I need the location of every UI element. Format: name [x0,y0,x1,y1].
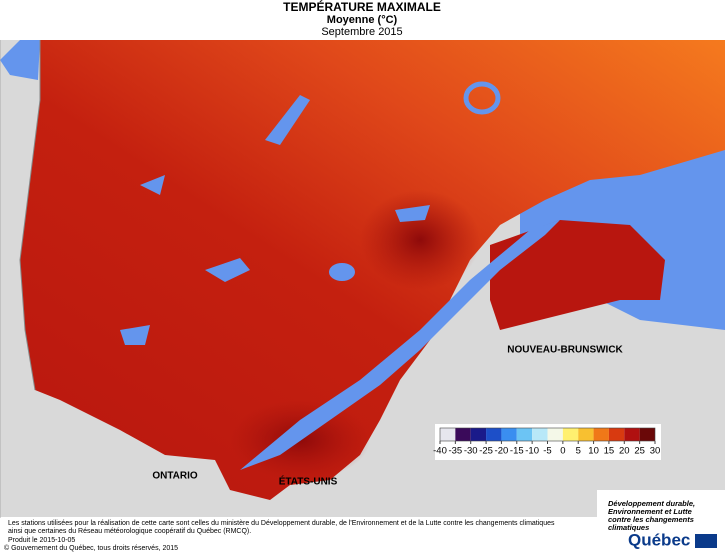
legend-color [455,428,471,441]
manicouagan [463,81,501,115]
map-label: NOUVEAU-BRUNSWICK [507,345,623,356]
logo-flag [695,534,717,548]
map: ONTARIO ÉTATS-UNIS NOUVEAU-BRUNSWICK [0,40,725,518]
legend-tick-label: -20 [495,446,509,457]
lake [140,175,165,195]
border [19,40,41,391]
logo-text: Environnement et Lutte [608,507,692,516]
legend-tick-label: -15 [510,446,524,457]
legend-color [593,428,609,441]
legend-color [639,428,655,441]
legend-tick-label: 5 [576,446,581,457]
legend-tick-label: -40 [433,446,447,457]
hot-zone [360,190,480,290]
legend-tick-label: 20 [619,446,630,457]
legend-color [532,428,548,441]
gaspesie [490,220,665,330]
produced: Produit le 2015-10-05 [8,537,75,544]
legend-color [516,428,533,441]
legend-color [624,428,640,441]
legend-tick-label: -25 [479,446,493,457]
hudson-bay [0,40,40,80]
logo: Développement durable, Environnement et … [597,490,725,552]
legend-tick-label: 10 [588,446,599,457]
footer: Les stations utilisées pour la réalisati… [4,520,555,552]
logo-text: contre les changements [608,515,694,524]
lake [120,325,150,345]
lake [205,258,250,282]
color-legend: -40 -35 -30 -25 -20 -15 -10 -5 0 5 10 15 20 25 30 [433,424,661,460]
subtitle: Moyenne (°C) [327,14,398,26]
logo-text: climatiques [608,523,649,532]
reservoir [265,95,310,145]
legend-color [562,428,579,441]
legend-color [608,428,625,441]
legend-color [547,428,563,441]
logo-text: Développement durable, [608,499,695,508]
st-lawrence [240,220,560,470]
title: TEMPÉRATURE MAXIMALE [283,0,441,14]
legend-color [486,428,502,441]
legend-tick-label: -5 [543,446,551,457]
legend-color [578,428,594,441]
copyright: © Gouvernement du Québec, tous droits ré… [4,544,178,552]
legend-color [501,428,517,441]
lac-saint-jean [329,263,355,281]
map-label: ÉTATS-UNIS [279,475,338,488]
legend-tick-label: 15 [604,446,615,457]
lake [395,205,430,222]
legend-color [470,428,487,441]
legend-tick-label: -30 [464,446,478,457]
logo-brand: Québec [628,530,690,549]
legend-tick-label: 30 [650,446,661,457]
period: Septembre 2015 [321,26,402,38]
legend-color [440,428,456,441]
legend-tick-label: -10 [525,446,539,457]
map-label: ONTARIO [152,471,198,482]
legend-tick-label: -35 [448,446,462,457]
legend-tick-label: 0 [560,446,565,457]
legend-tick-label: 25 [634,446,645,457]
footer-note: ainsi que certaines du Réseau météorolog… [8,528,251,535]
footer-note: Les stations utilisées pour la réalisati… [8,520,555,527]
